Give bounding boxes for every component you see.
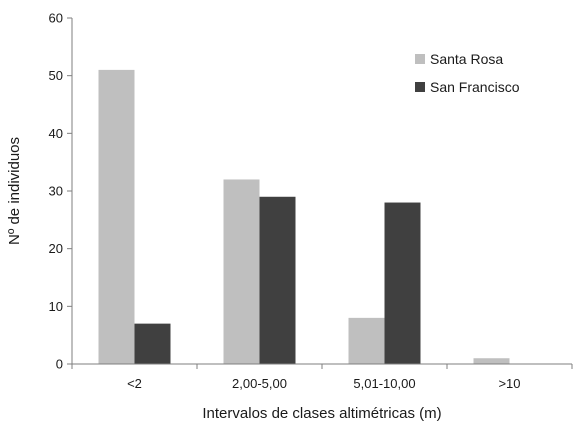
- plot-area: 0 10 20 30 40 50 60 <2 2,00-5,00 5,01-10,00 >10: [49, 11, 573, 391]
- y-tick-label: 20: [49, 241, 63, 256]
- y-tick-label: 60: [49, 11, 63, 26]
- x-tick-label: 5,01-10,00: [353, 376, 415, 391]
- legend-label-santa-rosa: Santa Rosa: [430, 51, 503, 67]
- x-axis-title: Intervalos de clases altimétricas (m): [202, 405, 441, 422]
- y-tick-label: 0: [56, 357, 63, 372]
- y-tick-label: 50: [49, 68, 63, 83]
- legend-label-san-francisco: San Francisco: [430, 79, 520, 95]
- bar-san-francisco-3: [384, 202, 421, 364]
- x-tick-label: 2,00-5,00: [232, 376, 287, 391]
- bar-santa-rosa-1: [98, 69, 135, 365]
- bar-san-francisco-2: [259, 196, 296, 364]
- legend-swatch-santa-rosa: [415, 54, 425, 64]
- bars-group: [98, 69, 510, 365]
- x-tick-label: >10: [498, 376, 520, 391]
- x-tick-label: <2: [127, 376, 142, 391]
- bar-santa-rosa-4: [473, 358, 510, 364]
- y-ticks-group: 0 10 20 30 40 50 60: [49, 11, 72, 372]
- y-tick-label: 40: [49, 126, 63, 141]
- bar-santa-rosa-2: [223, 179, 260, 364]
- legend-swatch-san-francisco: [415, 82, 425, 92]
- legend: Santa Rosa San Francisco: [415, 51, 520, 95]
- y-tick-label: 30: [49, 184, 63, 199]
- bar-santa-rosa-3: [348, 317, 385, 364]
- y-tick-label: 10: [49, 299, 63, 314]
- bar-san-francisco-1: [134, 323, 171, 364]
- y-axis-title: Nº de individuos: [6, 137, 23, 245]
- x-ticks-group: <2 2,00-5,00 5,01-10,00 >10: [71, 364, 573, 391]
